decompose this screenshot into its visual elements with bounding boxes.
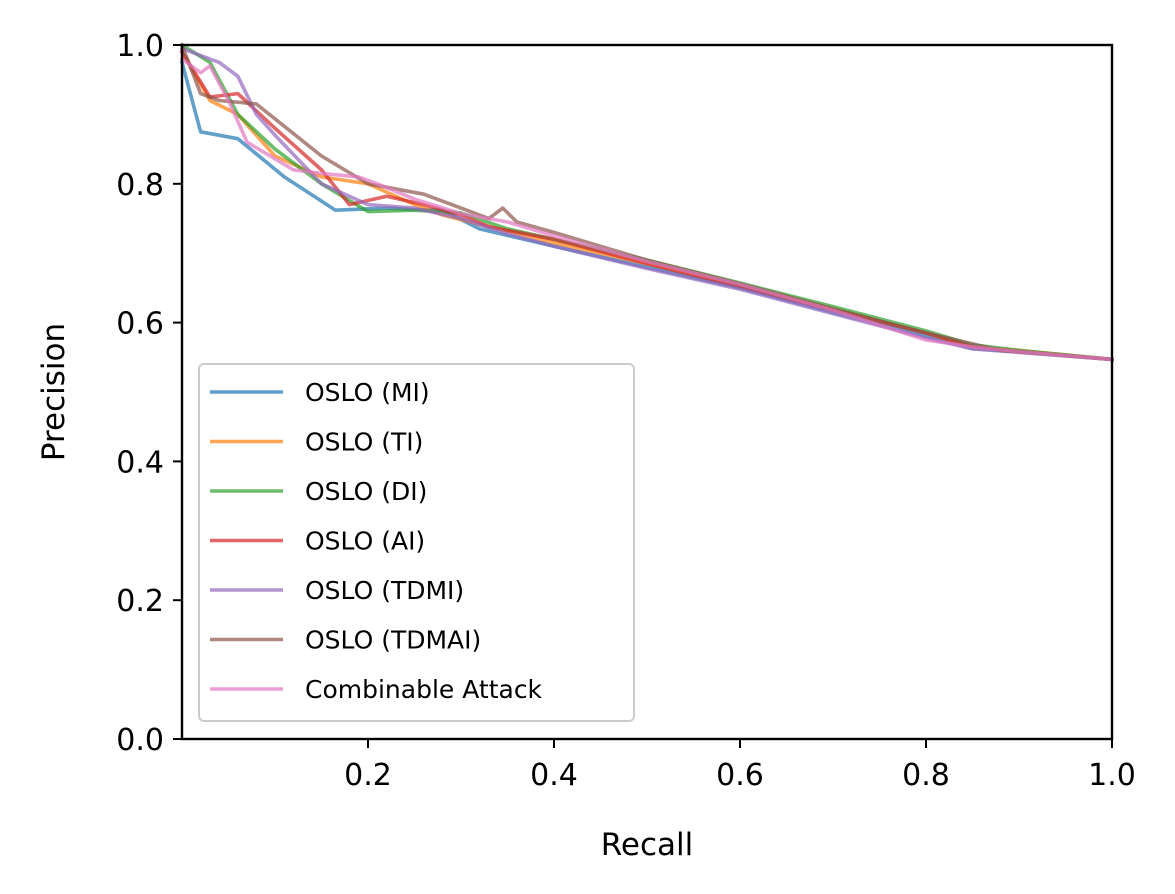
plot-frame	[180, 43, 1114, 741]
x-axis-ticks: 0.2 0.4 0.6 0.8 1.0	[344, 739, 1136, 793]
legend-label-4: OSLO (TDMI)	[305, 576, 464, 605]
x-tick-label: 0.2	[344, 758, 392, 793]
legend: OSLO (MI) OSLO (TI) OSLO (DI) OSLO (AI) OSLO…	[198, 363, 635, 722]
legend-label-6: Combinable Attack	[305, 675, 543, 704]
legend-label-3: OSLO (AI)	[305, 527, 425, 556]
legend-frame	[198, 363, 635, 722]
series-line-5	[179, 42, 1114, 362]
legend-label-2: OSLO (DI)	[305, 477, 427, 506]
x-tick-label: 0.8	[902, 758, 950, 793]
y-tick-label: 0.8	[116, 168, 164, 203]
legend-label-1: OSLO (TI)	[305, 428, 423, 457]
series-layer	[179, 42, 1114, 362]
x-axis-title: Recall	[601, 827, 694, 863]
y-tick-label: 0.0	[116, 723, 164, 758]
y-tick-label: 0.4	[116, 445, 164, 480]
x-tick-label: 1.0	[1088, 758, 1136, 793]
y-tick-label: 0.6	[116, 307, 164, 342]
x-tick-label: 0.4	[530, 758, 578, 793]
legend-label-5: OSLO (TDMAI)	[305, 626, 481, 655]
y-axis-title: Precision	[36, 323, 72, 461]
series-line-6	[179, 56, 1114, 362]
x-tick-label: 0.6	[716, 758, 764, 793]
y-axis-ticks: 0.0 0.2 0.4 0.6 0.8 1.0	[116, 29, 182, 758]
legend-label-0: OSLO (MI)	[305, 378, 430, 407]
y-tick-label: 0.2	[116, 584, 164, 619]
y-tick-label: 1.0	[116, 29, 164, 64]
